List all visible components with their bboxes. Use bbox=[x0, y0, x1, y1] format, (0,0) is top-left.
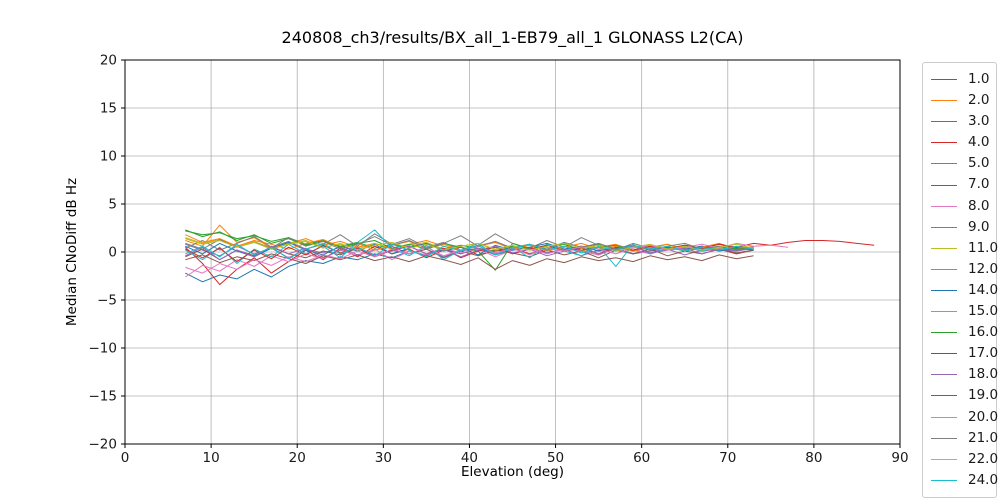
x-axis-label: Elevation (deg) bbox=[461, 464, 564, 480]
y-tick-label: 20 bbox=[100, 53, 117, 69]
legend-item: 20.0 bbox=[931, 407, 999, 428]
legend-line-sample bbox=[931, 247, 957, 249]
legend-item: 24.0 bbox=[931, 470, 999, 491]
legend-label: 17.0 bbox=[968, 345, 999, 362]
legend-label: 19.0 bbox=[968, 387, 999, 404]
legend-item: 9.0 bbox=[931, 217, 996, 238]
y-tick-label: 10 bbox=[100, 149, 117, 165]
legend-label: 9.0 bbox=[968, 218, 990, 235]
legend-label: 4.0 bbox=[968, 134, 990, 151]
legend-line-sample bbox=[931, 332, 957, 334]
legend-line-sample bbox=[931, 458, 957, 460]
legend-line-sample bbox=[931, 184, 957, 186]
legend-label: 7.0 bbox=[968, 176, 990, 193]
legend-label: 15.0 bbox=[968, 303, 999, 320]
legend-item: 21.0 bbox=[931, 428, 999, 449]
legend-label: 5.0 bbox=[968, 155, 990, 172]
legend-label: 1.0 bbox=[968, 71, 990, 87]
legend-line-sample bbox=[931, 121, 957, 123]
x-tick-label: 0 bbox=[121, 450, 130, 466]
legend-item: 2.0 bbox=[931, 90, 996, 111]
legend-label: 22.0 bbox=[968, 450, 999, 467]
legend-label: 21.0 bbox=[968, 429, 999, 446]
y-tick-label: −10 bbox=[89, 341, 118, 357]
legend-line-sample bbox=[931, 374, 957, 376]
legend-line-sample bbox=[931, 437, 957, 439]
legend-line-sample bbox=[931, 79, 957, 81]
legend-label: 20.0 bbox=[968, 408, 999, 425]
series-line-18.0 bbox=[185, 245, 754, 261]
legend: 1.0 2.0 3.0 4.0 5.0 7.0 8.0 9.0 11.0 12.0 14.0 15.0… bbox=[922, 62, 999, 498]
legend-label: 14.0 bbox=[968, 281, 999, 298]
legend-line-sample bbox=[931, 353, 957, 355]
x-tick-label: 90 bbox=[891, 450, 908, 466]
legend-item: 15.0 bbox=[931, 301, 999, 322]
legend-label: 8.0 bbox=[968, 197, 990, 214]
legend-label: 18.0 bbox=[968, 366, 999, 383]
legend-label: 11.0 bbox=[968, 239, 999, 256]
x-tick-label: 50 bbox=[547, 450, 564, 466]
chart-title: 240808_ch3/results/BX_all_1-EB79_all_1 G… bbox=[281, 28, 744, 47]
legend-line-sample bbox=[931, 142, 957, 144]
y-tick-label: −15 bbox=[89, 389, 118, 405]
legend-line-sample bbox=[931, 289, 957, 291]
y-tick-label: 5 bbox=[108, 197, 117, 213]
legend-item: 22.0 bbox=[931, 449, 999, 470]
legend-item: 8.0 bbox=[931, 196, 996, 217]
legend-item: 3.0 bbox=[931, 111, 996, 132]
legend-item: 14.0 bbox=[931, 280, 999, 301]
legend-label: 16.0 bbox=[968, 324, 999, 341]
series-line-22.0 bbox=[185, 238, 754, 252]
legend-line-sample bbox=[931, 268, 957, 270]
legend-label: 12.0 bbox=[968, 260, 999, 277]
legend-label: 24.0 bbox=[968, 471, 999, 488]
legend-line-sample bbox=[931, 226, 957, 228]
y-tick-label: −20 bbox=[89, 437, 118, 453]
legend-item: 16.0 bbox=[931, 322, 999, 343]
x-tick-label: 70 bbox=[719, 450, 736, 466]
legend-line-sample bbox=[931, 479, 957, 481]
series-line-24.0 bbox=[185, 242, 754, 260]
legend-label: 2.0 bbox=[968, 92, 990, 109]
legend-item: 12.0 bbox=[931, 259, 999, 280]
x-tick-label: 30 bbox=[375, 450, 392, 466]
x-tick-label: 40 bbox=[461, 450, 478, 466]
y-tick-label: −5 bbox=[97, 293, 117, 309]
y-tick-label: 0 bbox=[108, 245, 117, 261]
legend-item: 7.0 bbox=[931, 174, 996, 195]
legend-item: 11.0 bbox=[931, 238, 999, 259]
legend-item: 18.0 bbox=[931, 364, 999, 385]
legend-line-sample bbox=[931, 395, 957, 397]
legend-line-sample bbox=[931, 311, 957, 313]
legend-item: 17.0 bbox=[931, 343, 999, 364]
legend-item: 5.0 bbox=[931, 153, 996, 174]
x-tick-label: 60 bbox=[633, 450, 650, 466]
legend-label: 3.0 bbox=[968, 113, 990, 130]
legend-item: 19.0 bbox=[931, 385, 999, 406]
legend-line-sample bbox=[931, 416, 957, 418]
x-tick-label: 10 bbox=[203, 450, 220, 466]
x-tick-label: 80 bbox=[805, 450, 822, 466]
x-tick-label: 20 bbox=[289, 450, 306, 466]
y-tick-label: 15 bbox=[100, 101, 117, 117]
legend-line-sample bbox=[931, 205, 957, 207]
series-line-19.0 bbox=[185, 253, 754, 270]
legend-line-sample bbox=[931, 163, 957, 165]
legend-item: 4.0 bbox=[931, 132, 996, 153]
legend-line-sample bbox=[931, 100, 957, 102]
legend-item: 1.0 bbox=[931, 69, 996, 90]
